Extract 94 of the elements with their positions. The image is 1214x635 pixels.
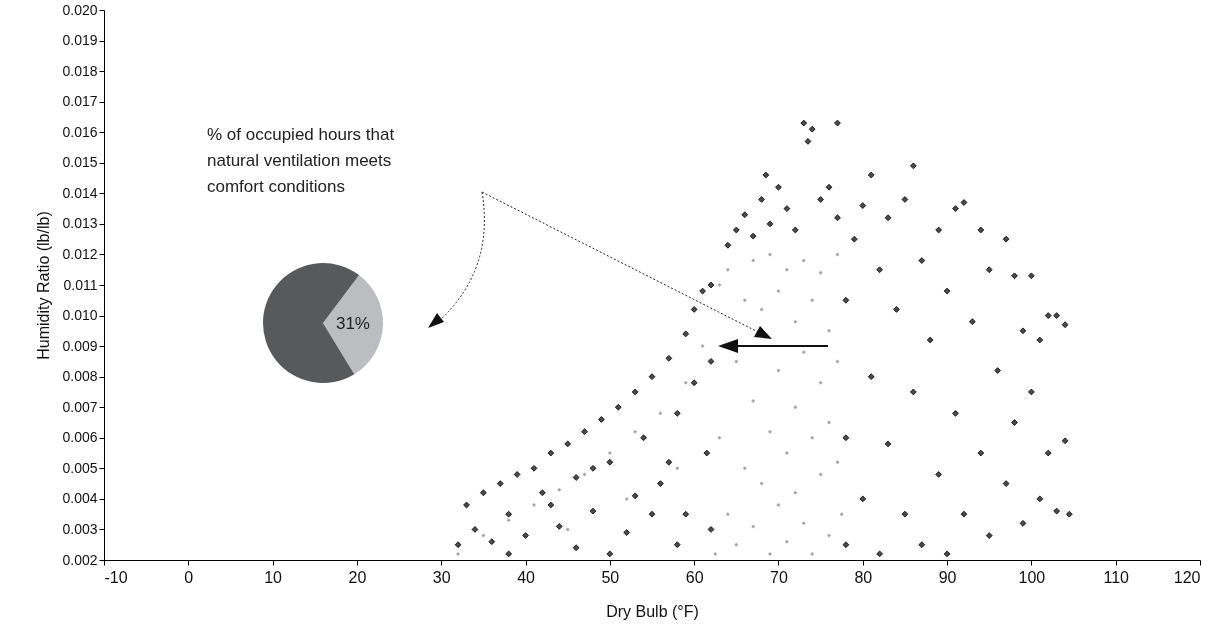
y-tick-label: 0.012 (62, 245, 98, 262)
point (624, 496, 629, 501)
y-axis-title: Humidity Ratio (lb/lb) (35, 211, 53, 360)
x-tick-label: 40 (517, 568, 536, 586)
y-tick-label: 0.011 (63, 276, 98, 293)
point (700, 344, 705, 349)
point (759, 481, 764, 486)
point (801, 521, 806, 526)
y-tick-label: 0.002 (62, 551, 98, 568)
point (827, 420, 832, 425)
point (835, 252, 840, 257)
point (751, 399, 756, 404)
y-tick-label: 0.009 (62, 337, 98, 354)
y-tick-label: 0.016 (62, 123, 98, 140)
point (810, 435, 815, 440)
point (633, 429, 638, 434)
x-tick-label: 110 (1103, 568, 1130, 586)
point (768, 252, 773, 257)
y-tick-label: 0.007 (62, 398, 98, 415)
point (725, 512, 730, 517)
point (675, 466, 680, 471)
x-tick-label: 30 (432, 568, 451, 586)
annotation: % of occupied hours that natural ventilation meets comfort conditions (207, 124, 396, 198)
x-tick-label: 0 (184, 568, 194, 586)
y-tick-label: 0.008 (62, 368, 98, 385)
x-tick-label: 70 (770, 568, 788, 586)
y-tick-label: 0.020 (62, 1, 98, 18)
point (713, 551, 718, 556)
point (827, 533, 832, 538)
point (810, 298, 815, 303)
point (768, 551, 773, 556)
point (557, 487, 562, 492)
pie-slice (323, 275, 383, 375)
point (776, 289, 781, 294)
x-axis-title: Dry Bulb (°F) (606, 602, 699, 620)
y-tick-label: 0.006 (62, 429, 98, 446)
point (818, 270, 823, 275)
point (506, 518, 511, 523)
x-tick-label: 80 (854, 568, 873, 586)
point (801, 350, 806, 355)
point (531, 503, 536, 507)
point (793, 490, 798, 495)
point (759, 307, 764, 312)
point (835, 460, 840, 465)
point (456, 551, 461, 556)
point (725, 267, 730, 272)
point (742, 298, 747, 303)
point (658, 411, 663, 416)
point (683, 380, 688, 385)
x-tick-label: -10 (104, 568, 128, 586)
point (717, 283, 722, 287)
y-tick-label: 0.010 (62, 307, 98, 324)
data-label: 31% (335, 314, 370, 334)
y-tick-label: 0.003 (62, 520, 98, 537)
point (751, 258, 756, 263)
point (776, 503, 781, 507)
point (839, 512, 844, 517)
point (734, 542, 739, 547)
y-tick-label: 0.018 (62, 62, 98, 79)
point (784, 267, 789, 272)
point (481, 533, 486, 538)
x-tick-label: 20 (348, 568, 367, 586)
y-tick-label: 0.014 (62, 184, 98, 201)
point (734, 359, 739, 364)
point (793, 319, 798, 324)
y-tick-label: 0.013 (62, 215, 98, 232)
point (776, 368, 781, 373)
point (818, 380, 823, 385)
point (818, 472, 823, 477)
point (827, 328, 832, 333)
point (784, 539, 789, 544)
point (784, 451, 789, 456)
y-tick-label: 0.005 (62, 459, 98, 476)
point (768, 429, 773, 434)
x-tick-label: 60 (685, 568, 704, 586)
point (810, 551, 815, 556)
y-tick-label: 0.015 (62, 154, 98, 171)
y-tick-label: 0.017 (62, 93, 98, 110)
x-tick-label: 50 (601, 568, 620, 586)
x-tick-label: 10 (264, 568, 283, 586)
point (607, 451, 612, 456)
x-tick-label: 100 (1018, 568, 1046, 586)
point (717, 435, 722, 440)
y-tick-label: 0.004 (62, 490, 98, 507)
point (751, 524, 756, 529)
x-tick-label: 120 (1173, 568, 1201, 586)
point (742, 466, 747, 471)
point (801, 258, 806, 263)
point (835, 359, 840, 364)
point (582, 472, 587, 477)
x-tick-label: 90 (938, 568, 957, 586)
point (565, 527, 570, 532)
y-tick-label: 0.019 (62, 32, 98, 49)
point (793, 405, 798, 410)
